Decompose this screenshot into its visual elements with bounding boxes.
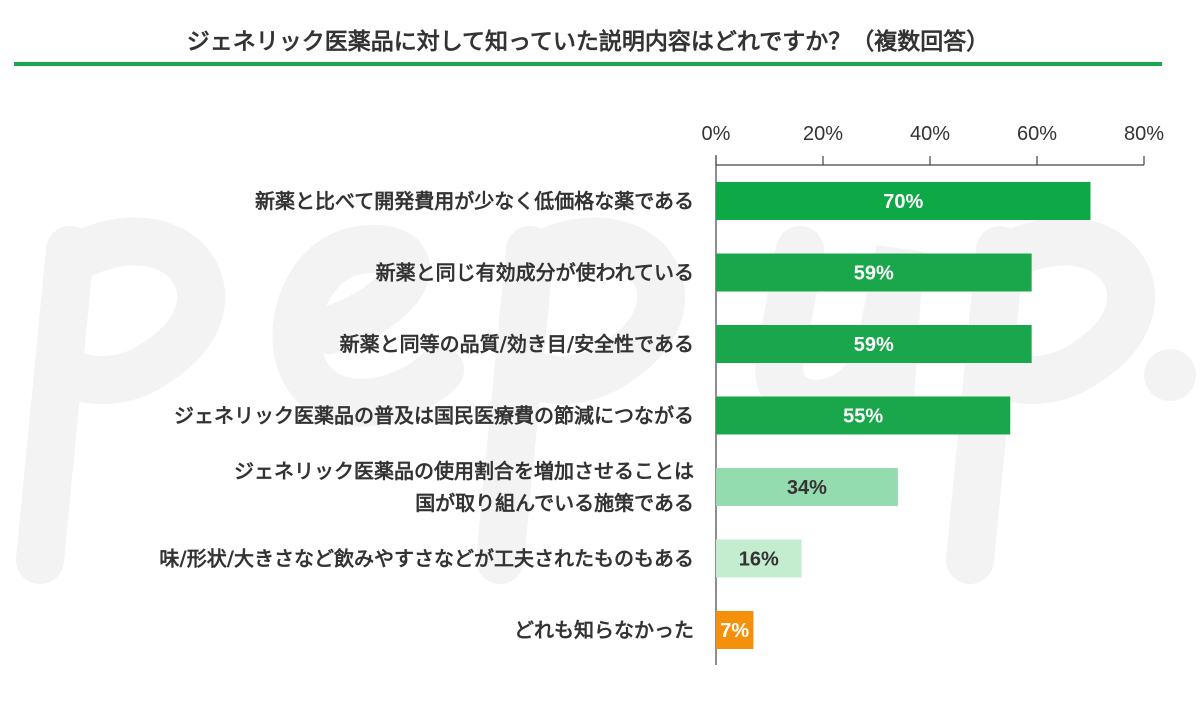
category-label: 新薬と比べて開発費用が少なく低価格な薬である [255, 189, 694, 213]
bar [716, 468, 898, 506]
x-tick-label: 40% [910, 123, 950, 145]
watermark-stroke [476, 226, 554, 584]
x-tick-label: 20% [803, 123, 843, 145]
bar [716, 396, 1011, 435]
bar-value-label: 16% [739, 549, 779, 571]
title-underline [14, 62, 1162, 66]
watermark-dot [1144, 349, 1196, 401]
bar-value-label: 7% [720, 620, 749, 642]
bar [716, 253, 1032, 292]
category-label: 国が取り組んでいる施策である [415, 491, 694, 515]
bar-value-label: 59% [854, 334, 894, 356]
category-label: どれも知らなかった [514, 618, 694, 642]
category-label: ジェネリック医薬品の普及は国民医療費の節減につながる [174, 404, 694, 428]
category-label: 味/形状/大きさなど飲みやすさなどが工夫されたものもある [159, 547, 694, 571]
category-label: 新薬と同等の品質/効き目/安全性である [340, 332, 694, 356]
bar [716, 325, 1032, 363]
x-tick-label: 0% [702, 123, 731, 145]
x-tick-label: 80% [1124, 123, 1164, 145]
category-label: ジェネリック医薬品の使用割合を増加させることは [234, 459, 694, 483]
x-tick-label: 60% [1017, 123, 1057, 145]
bar-value-label: 55% [843, 406, 883, 428]
watermark-stroke [36, 217, 226, 404]
watermark-stroke [496, 217, 686, 404]
bar-value-label: 34% [787, 477, 827, 499]
watermark-stroke [272, 224, 464, 427]
bar-value-label: 70% [883, 191, 923, 213]
bar-value-label: 59% [854, 263, 894, 285]
bar [716, 182, 1091, 220]
chart-title: ジェネリック医薬品に対して知っていた説明内容はどれですか？（複数回答） [186, 29, 990, 55]
watermark-stroke [16, 226, 94, 584]
watermark-stroke [966, 217, 1156, 404]
category-label: 新薬と同じ有効成分が使われている [376, 261, 694, 285]
bar [716, 611, 754, 649]
bar [716, 539, 802, 578]
